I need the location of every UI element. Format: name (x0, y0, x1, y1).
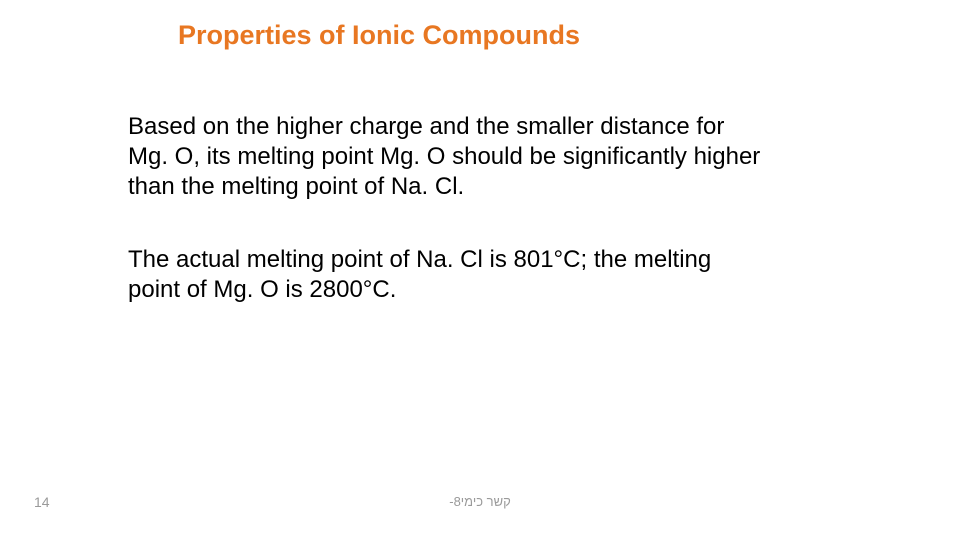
body-paragraph-1: Based on the higher charge and the small… (128, 112, 768, 202)
slide: Properties of Ionic Compounds Based on t… (0, 0, 960, 540)
slide-title: Properties of Ionic Compounds (178, 20, 580, 51)
body-paragraph-2: The actual melting point of Na. Cl is 80… (128, 245, 768, 305)
footer-center-text: -8קשר כימי (0, 494, 960, 509)
